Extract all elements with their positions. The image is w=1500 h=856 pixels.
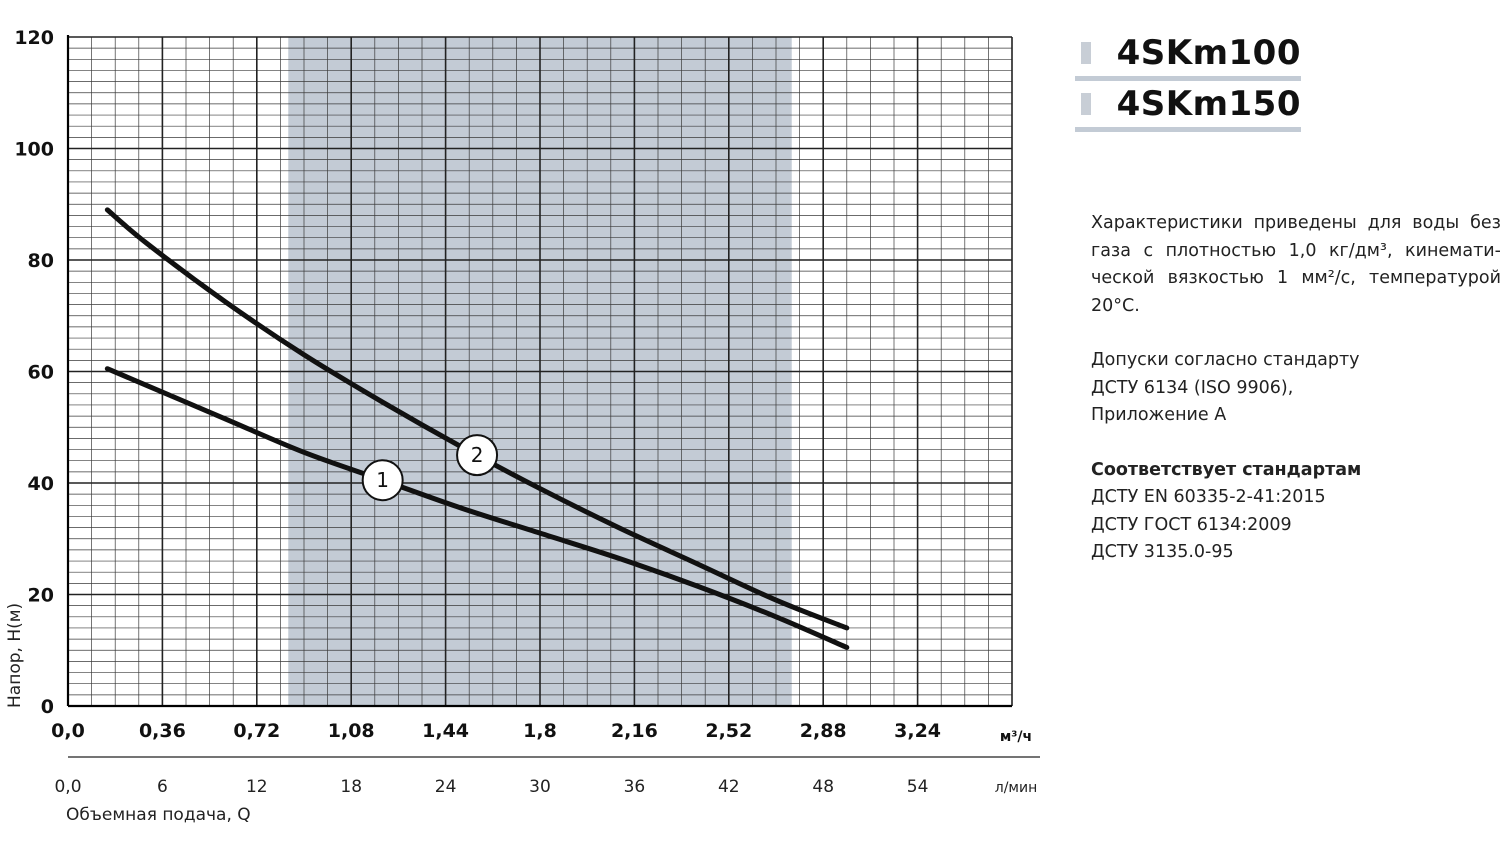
note-word: газа xyxy=(1091,240,1131,261)
note-line: ДСТУ EN 60335-2-41:2015 xyxy=(1091,487,1326,507)
x-tick-label-secondary: 0,0 xyxy=(54,777,81,797)
legend-swatch xyxy=(1081,93,1091,115)
notes-panel: Характеристики приведены для воды без га… xyxy=(1091,210,1500,567)
x-tick-label: 0,36 xyxy=(139,720,186,742)
y-tick-label: 120 xyxy=(14,27,54,49)
x-tick-label: 0,72 xyxy=(233,720,280,742)
note-line: ДСТУ ГОСТ 6134:2009 xyxy=(1091,514,1292,535)
x-tick-label: 1,08 xyxy=(328,720,375,742)
legend-item-4skm100: 4SKm100 xyxy=(1075,30,1301,81)
note-word: с xyxy=(1143,240,1154,261)
note-line: Характеристики приведены для воды без xyxy=(1091,210,1500,238)
note-line: ческой вязкостью 1 мм²/с, температурой xyxy=(1091,265,1500,293)
curve-label-text: 1 xyxy=(376,468,389,492)
note-word: кг/дм³, xyxy=(1328,240,1393,261)
x-tick-label: 1,8 xyxy=(523,720,557,742)
note-line: Допуски согласно стандарту xyxy=(1091,350,1360,370)
legend-label: 4SKm150 xyxy=(1116,84,1301,124)
curve-label-circle xyxy=(456,434,499,477)
note-line: ДСТУ 6134 (ISO 9906), xyxy=(1091,377,1294,398)
legend: 4SKm100 4SKm150 xyxy=(1075,30,1301,132)
x-tick-label-secondary: 30 xyxy=(529,777,551,797)
legend-swatch xyxy=(1081,42,1091,64)
note-word: Характеристики xyxy=(1091,213,1243,233)
x-tick-label: 2,88 xyxy=(800,720,847,742)
note-word: приведены xyxy=(1253,213,1357,233)
x-tick-label-secondary: 12 xyxy=(246,777,268,797)
x-axis-title: Объемная подача, Q xyxy=(66,805,251,825)
x-tick-label-secondary: 6 xyxy=(157,777,168,797)
curve-1 xyxy=(104,366,850,650)
note-word: для xyxy=(1367,213,1402,233)
note-word: 1,0 xyxy=(1288,240,1317,261)
y-tick-label: 100 xyxy=(14,139,54,161)
note-word: вязкостью xyxy=(1167,268,1264,288)
note-word: плотностью xyxy=(1165,240,1277,261)
note-word: без xyxy=(1470,213,1500,233)
x-tick-label-secondary: 54 xyxy=(907,777,929,797)
y-tick-label: 60 xyxy=(28,362,54,384)
note-word: ческой xyxy=(1091,268,1155,288)
note-line: ДСТУ 3135.0-95 xyxy=(1091,542,1234,562)
x-tick-label: 1,44 xyxy=(422,720,469,742)
pump-performance-chart: 0 20 40 60 80 100 120 0,0 0,36 0,72 1,08 1,44 1,8 2,1… xyxy=(5,27,1040,825)
x-tick-label: 3,24 xyxy=(894,720,941,742)
y-tick-label: 40 xyxy=(28,473,54,495)
x-tick-label-secondary: 36 xyxy=(624,777,646,797)
note-word: мм²/с, xyxy=(1301,268,1356,288)
x-tick-label-secondary: 48 xyxy=(812,777,834,797)
y-tick-label: 0 xyxy=(41,696,54,718)
x-unit-primary: м³/ч xyxy=(1000,729,1032,745)
note-word: температурой xyxy=(1369,268,1500,288)
y-axis-title: Напор, H(м) xyxy=(5,603,25,708)
x-unit-secondary: л/мин xyxy=(995,780,1037,796)
note-line: 20°С. xyxy=(1091,295,1140,316)
y-tick-label: 20 xyxy=(28,585,54,607)
legend-item-4skm150: 4SKm150 xyxy=(1075,81,1301,132)
note-word: воды xyxy=(1412,213,1460,233)
chart-svg: 0 20 40 60 80 100 120 0,0 0,36 0,72 1,08 1,44 1,8 2,1… xyxy=(5,27,1040,825)
curve-label-text: 2 xyxy=(471,443,484,467)
standards-heading: Соответствует стандартам xyxy=(1091,459,1362,480)
x-tick-label: 2,52 xyxy=(705,720,752,742)
note-line: газа с плотностью 1,0 кг/дм³, кинемати- xyxy=(1091,238,1500,266)
x-tick-label-secondary: 18 xyxy=(340,777,362,797)
curve-label-circle xyxy=(361,459,404,502)
y-tick-label: 80 xyxy=(28,250,54,272)
x-tick-label: 0,0 xyxy=(51,720,85,742)
note-word: 1 xyxy=(1277,268,1289,288)
x-tick-label-secondary: 42 xyxy=(718,777,740,797)
note-line: Приложение А xyxy=(1091,405,1227,425)
note-word: кинемати- xyxy=(1405,240,1500,261)
legend-label: 4SKm100 xyxy=(1116,33,1301,73)
x-tick-label-secondary: 24 xyxy=(435,777,457,797)
x-tick-label: 2,16 xyxy=(611,720,658,742)
